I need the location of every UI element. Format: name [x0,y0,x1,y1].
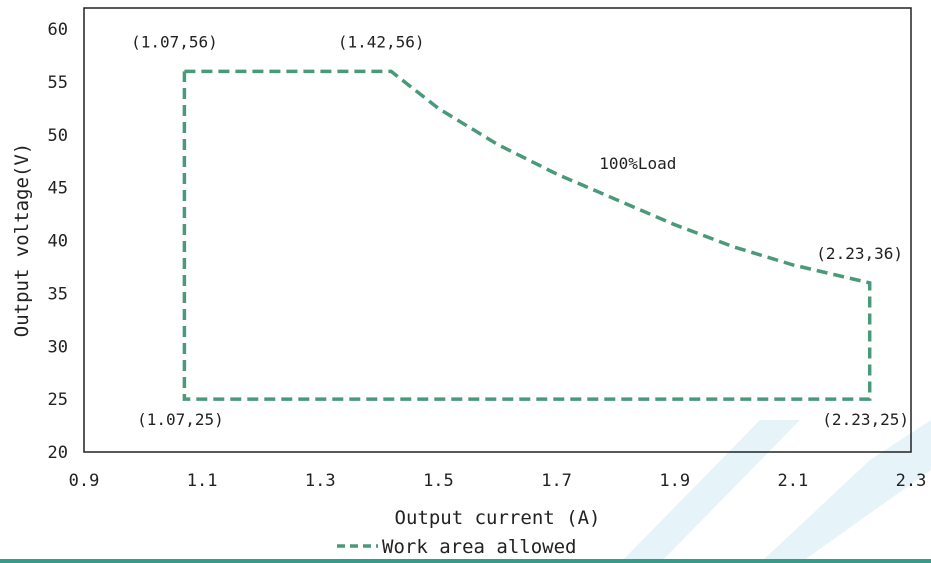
y-tick-label: 35 [48,284,68,304]
y-tick-label: 25 [48,390,68,410]
annotation-label: (2.23,25) [822,410,909,429]
y-axis: 20 25 30 35 40 45 50 55 60 [48,20,68,463]
series-line-work-area [182,69,872,401]
plot-frame [83,7,912,453]
x-tick-label: 2.1 [777,471,808,491]
y-axis-title: Output voltage(V) [11,143,33,337]
x-tick-label: 2.3 [896,471,927,491]
y-tick-label: 55 [48,73,68,93]
x-tick-label: 1.7 [541,471,572,491]
y-tick-label: 30 [48,337,68,357]
x-tick-label: 1.3 [305,471,336,491]
x-axis-title: Output current (A) [395,507,601,529]
x-tick-label: 1.1 [187,471,218,491]
annotations: (1.07,56) (1.42,56) 100%Load (2.23,36) (1.07… [131,32,909,429]
y-tick-label: 45 [48,179,68,199]
annotation-label: 100%Load [599,154,676,173]
watermark-stripe [620,420,800,563]
y-tick-label: 50 [48,126,68,146]
x-tick-label: 1.9 [659,471,690,491]
y-tick-label: 60 [48,20,68,40]
annotation-label: (2.23,36) [816,244,903,263]
legend: Work area allowed [337,536,576,558]
watermark-stripe [760,420,931,563]
annotation-label: (1.42,56) [338,32,425,51]
x-tick-label: 1.5 [423,471,454,491]
annotation-label: (1.07,56) [131,32,218,51]
x-axis: 0.9 1.1 1.3 1.5 1.7 1.9 2.1 2.3 [69,471,927,491]
y-tick-label: 40 [48,232,68,252]
y-tick-label: 20 [48,443,68,463]
x-tick-label: 0.9 [69,471,100,491]
watermark-stripes [620,420,931,563]
legend-label: Work area allowed [382,536,576,558]
annotation-label: (1.07,25) [137,410,224,429]
